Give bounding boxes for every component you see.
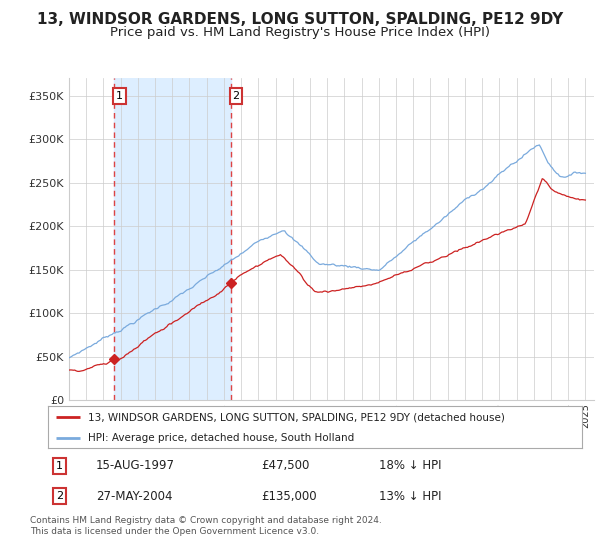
Bar <box>114 78 231 400</box>
Text: HPI: Average price, detached house, South Holland: HPI: Average price, detached house, Sout… <box>88 433 354 444</box>
Text: 1: 1 <box>56 461 63 471</box>
Text: 13, WINDSOR GARDENS, LONG SUTTON, SPALDING, PE12 9DY (detached house): 13, WINDSOR GARDENS, LONG SUTTON, SPALDI… <box>88 412 505 422</box>
Text: 13, WINDSOR GARDENS, LONG SUTTON, SPALDING, PE12 9DY: 13, WINDSOR GARDENS, LONG SUTTON, SPALDI… <box>37 12 563 27</box>
Text: 2: 2 <box>233 91 240 101</box>
Text: 18% ↓ HPI: 18% ↓ HPI <box>379 459 442 472</box>
Text: Contains HM Land Registry data © Crown copyright and database right 2024.
This d: Contains HM Land Registry data © Crown c… <box>30 516 382 536</box>
Text: 27-MAY-2004: 27-MAY-2004 <box>96 489 173 502</box>
Text: £47,500: £47,500 <box>262 459 310 472</box>
Text: 15-AUG-1997: 15-AUG-1997 <box>96 459 175 472</box>
Text: Price paid vs. HM Land Registry's House Price Index (HPI): Price paid vs. HM Land Registry's House … <box>110 26 490 39</box>
Text: 1: 1 <box>116 91 123 101</box>
Text: £135,000: £135,000 <box>262 489 317 502</box>
Text: 13% ↓ HPI: 13% ↓ HPI <box>379 489 442 502</box>
Text: 2: 2 <box>56 491 63 501</box>
